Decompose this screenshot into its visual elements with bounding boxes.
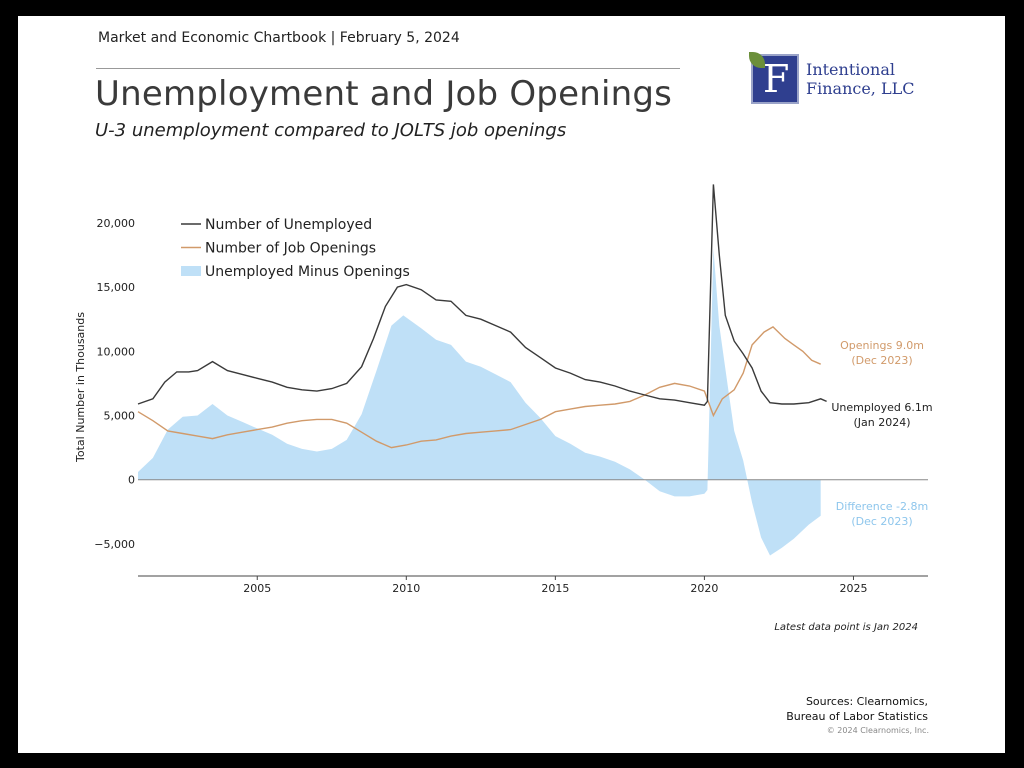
y-tick-label: 10,000: [97, 345, 136, 358]
legend-swatch: [181, 266, 201, 276]
y-tick-label: 5,000: [104, 410, 136, 423]
legend-entry: Unemployed Minus Openings: [205, 264, 410, 280]
x-tick-label: 2025: [839, 582, 867, 595]
header-divider: [96, 68, 680, 69]
annotation-line-2: (Dec 2023): [851, 354, 912, 367]
company-logo: F Intentional Finance, LLC: [749, 52, 961, 108]
sources-line-1: Sources: Clearnomics,: [805, 695, 928, 708]
annotation-line-1: Openings 9.0m: [840, 339, 924, 352]
x-tick-label: 2015: [541, 582, 569, 595]
series-area-unemployed-minus-openings: [138, 248, 821, 556]
legend-entry: Number of Unemployed: [205, 217, 372, 233]
y-tick-label: −5,000: [94, 538, 135, 551]
series-line-unemployed: [137, 184, 827, 406]
y-tick-label: 0: [128, 474, 135, 487]
y-tick-label: 15,000: [97, 281, 136, 294]
annotation-line-1: Difference -2.8m: [836, 500, 928, 513]
x-tick-label: 2005: [243, 582, 271, 595]
logo-line-1: Intentional: [806, 60, 895, 79]
series-line-job-openings: [137, 326, 821, 449]
x-tick-label: 2020: [690, 582, 718, 595]
logo-line-2: Finance, LLC: [806, 79, 915, 98]
copyright: © 2024 Clearnomics, Inc.: [826, 726, 929, 735]
logo-mark: F: [749, 52, 799, 104]
unemployment-chart: −5,000 0 5,000 10,000 15,000 20,000 2005 2010 20…: [74, 184, 933, 595]
legend-entry: Number of Job Openings: [205, 241, 376, 257]
chartbook-header: Market and Economic Chartbook | February…: [98, 30, 460, 46]
logo-letter: F: [763, 57, 790, 101]
sources: Sources: Clearnomics, Bureau of Labor St…: [786, 694, 928, 724]
x-tick-label: 2010: [392, 582, 420, 595]
annotation-line-2: (Jan 2024): [853, 416, 910, 429]
chart-slide: Market and Economic Chartbook | February…: [18, 16, 1005, 753]
logo-text: Intentional Finance, LLC: [806, 60, 914, 98]
y-axis-label: Total Number in Thousands: [74, 312, 87, 463]
annotation-line-2: (Dec 2023): [851, 515, 912, 528]
latest-data-note: Latest data point is Jan 2024: [774, 622, 918, 633]
leaf-icon: [749, 52, 765, 68]
y-tick-label: 20,000: [97, 217, 136, 230]
page-title: Unemployment and Job Openings: [95, 74, 673, 114]
annotation-line-1: Unemployed 6.1m: [831, 401, 932, 414]
page-subtitle: U-3 unemployment compared to JOLTS job o…: [95, 120, 567, 141]
sources-line-2: Bureau of Labor Statistics: [786, 710, 928, 723]
